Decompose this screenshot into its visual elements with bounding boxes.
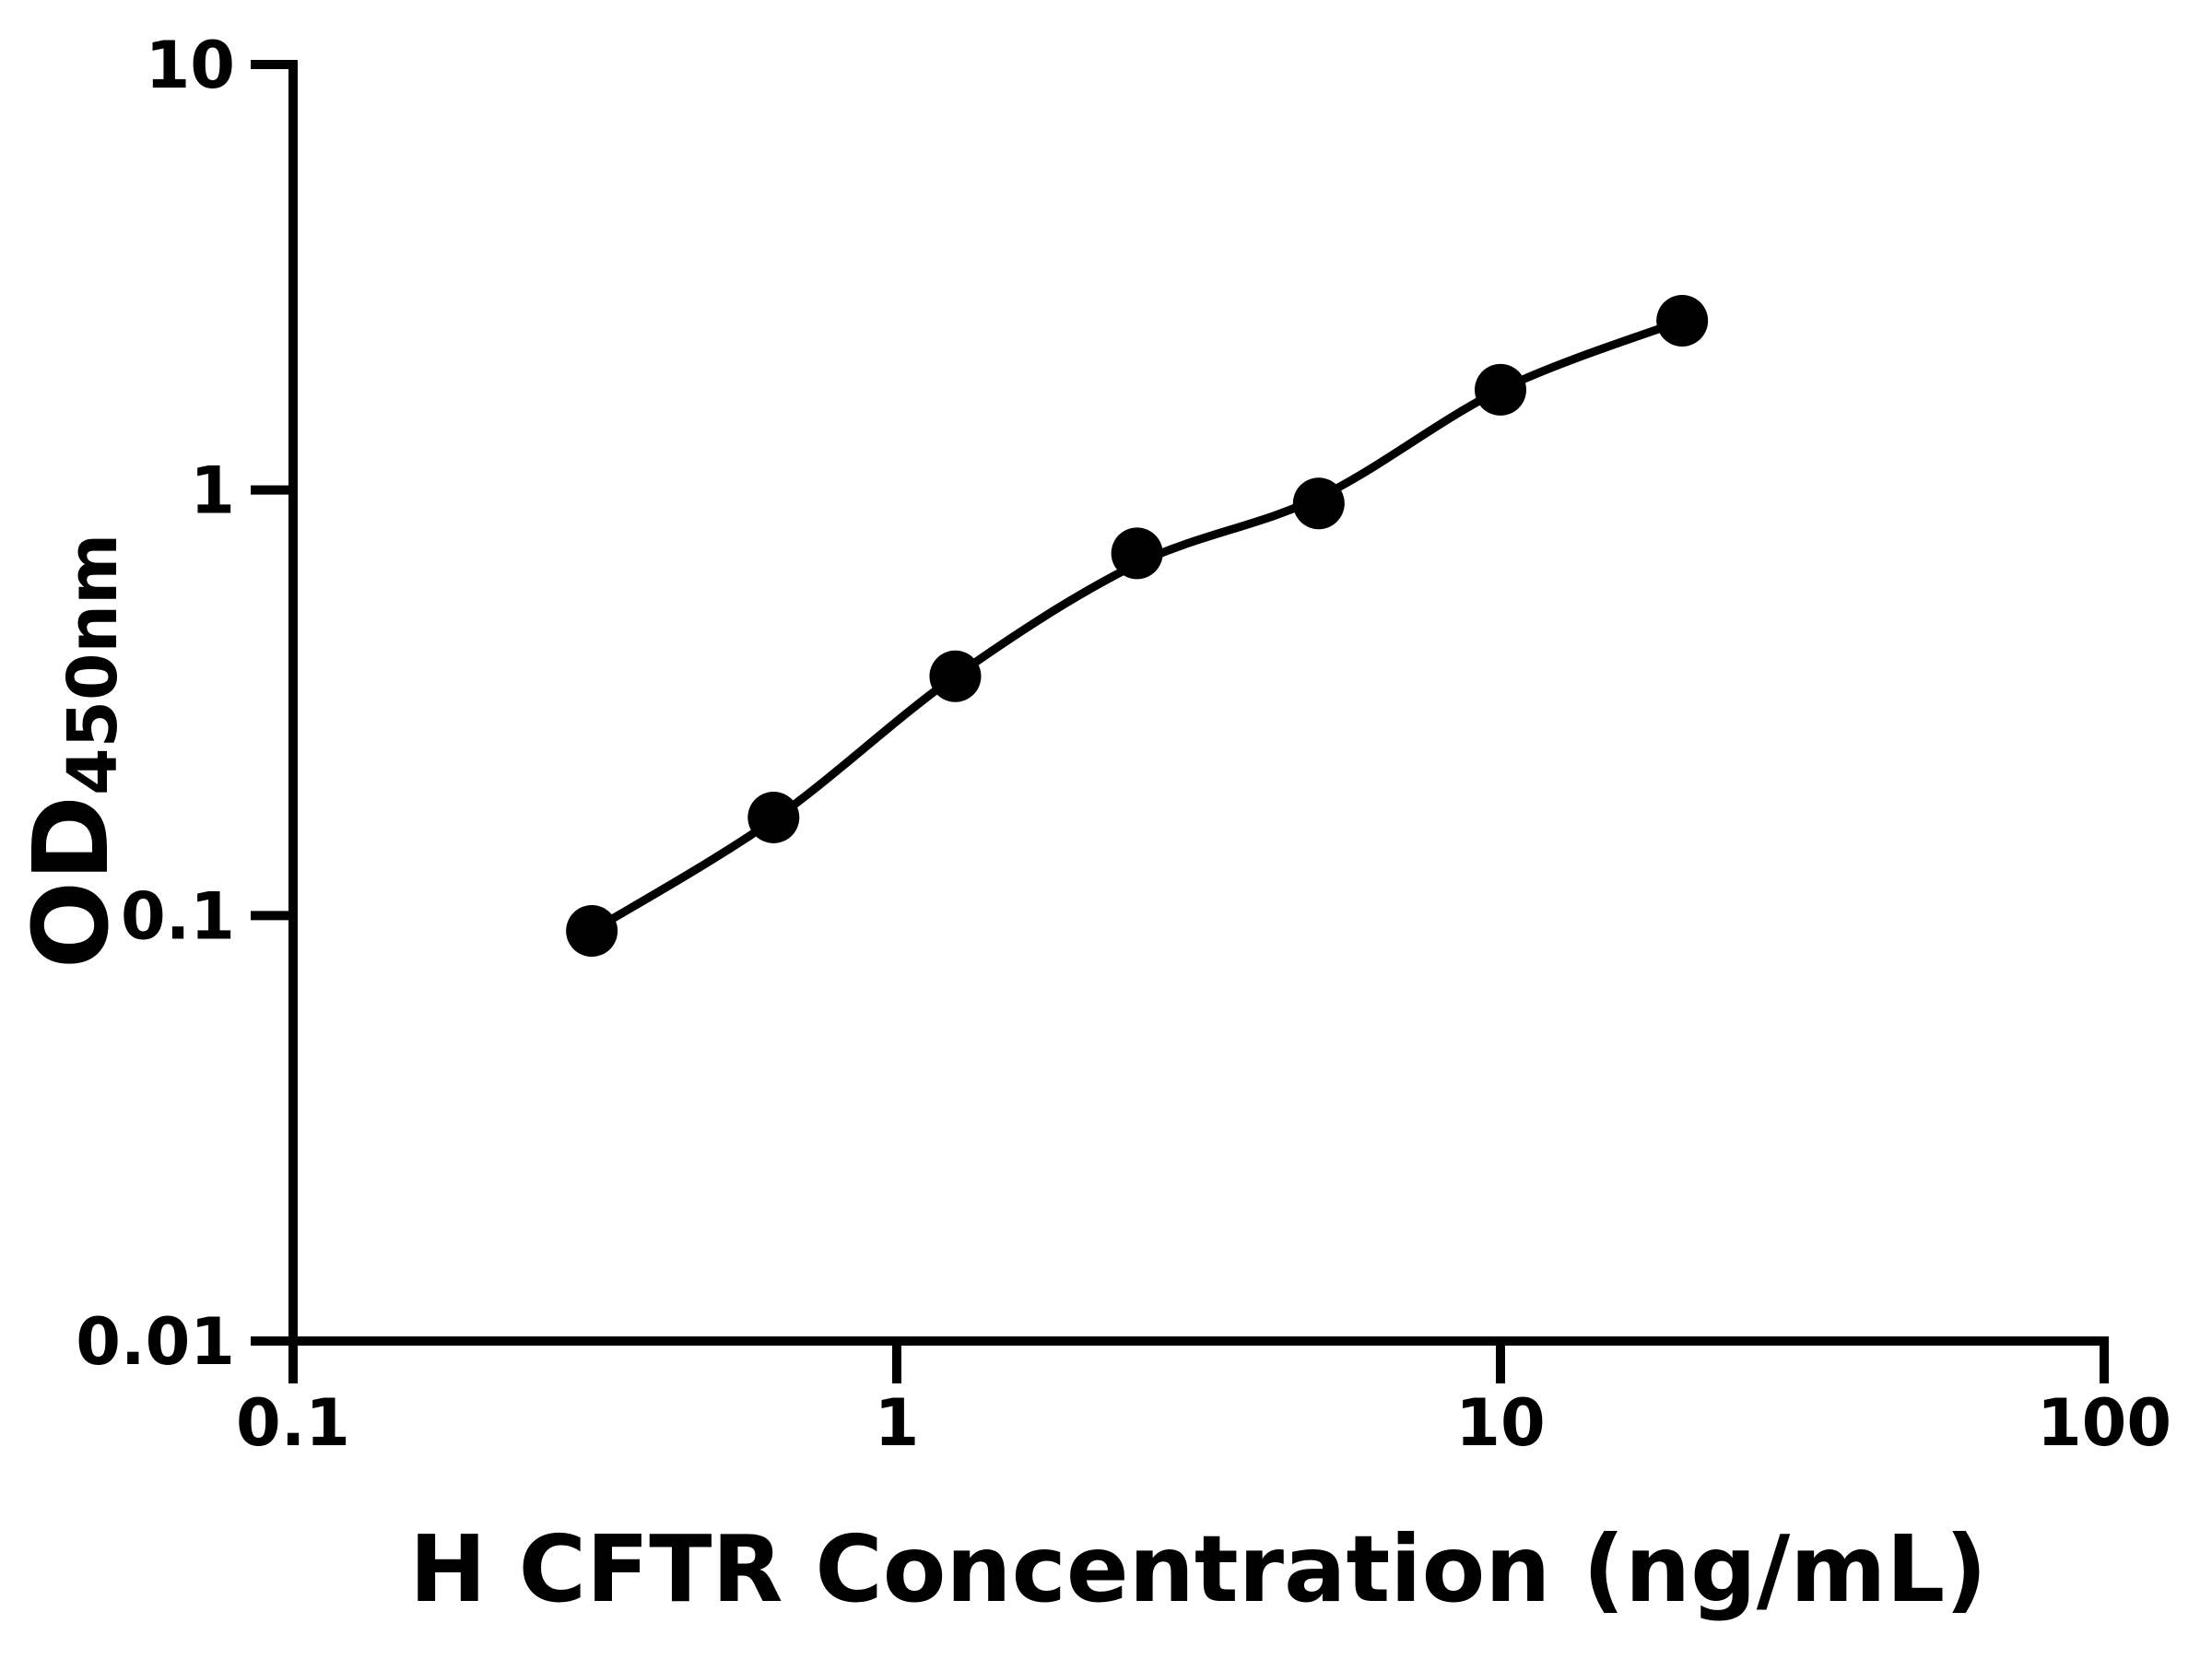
x-tick-label: 0.1 bbox=[236, 1385, 350, 1461]
x-tick-label: 1 bbox=[875, 1385, 920, 1461]
data-point bbox=[1475, 363, 1526, 416]
axis-spines bbox=[288, 60, 2109, 1346]
data-point bbox=[929, 650, 982, 702]
x-tick-label: 100 bbox=[2037, 1385, 2171, 1461]
y-axis-title-subscript: 450nm bbox=[53, 534, 133, 795]
y-tick-label: 10 bbox=[146, 28, 235, 103]
y-tick-label: 1 bbox=[190, 453, 235, 529]
x-axis-title: H CFTR Concentration (ng/mL) bbox=[409, 1515, 1987, 1623]
y-axis-title: OD450nm bbox=[12, 534, 133, 969]
data-point bbox=[747, 791, 800, 843]
data-point bbox=[1111, 527, 1163, 580]
data-point bbox=[1656, 294, 1709, 347]
fit-curve-line bbox=[587, 316, 1687, 935]
series-layer bbox=[566, 294, 1709, 958]
data-point bbox=[1292, 477, 1345, 530]
y-axis-title-main: OD bbox=[12, 795, 132, 969]
y-tick-label: 0.1 bbox=[121, 878, 235, 954]
y-tick-label: 0.01 bbox=[76, 1304, 235, 1380]
x-tick-label: 10 bbox=[1455, 1385, 1545, 1461]
data-point bbox=[566, 905, 618, 958]
